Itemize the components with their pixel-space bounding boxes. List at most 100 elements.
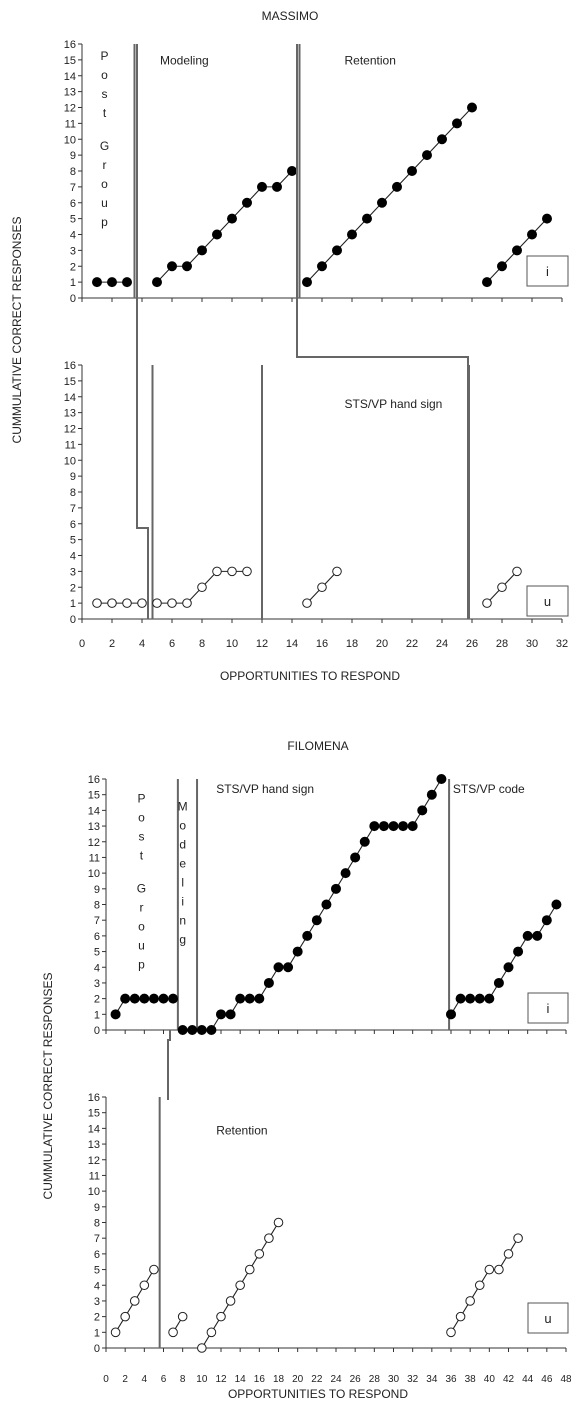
filomena-panel-2-data-point [503,1249,514,1259]
filomena-panel-1-data-point [110,1009,121,1020]
massimo-panel-1-y-tick-label: 10 [64,134,76,146]
filomena-panel-2-data-point [244,1264,255,1275]
massimo-x-tick-label: 16 [316,638,328,650]
massimo-phase-connector [136,44,149,619]
massimo-panel-2-data-point [212,566,222,577]
filomena-panel-1-y-tick-label: 16 [88,774,100,786]
filomena-panel-1-data-point [225,1009,236,1020]
filomena-panel-2-data-point [446,1327,456,1338]
massimo-panel-2-data-point [107,598,117,608]
filomena-panel-2-data-point [273,1217,284,1228]
filomena-panel-1-data-point [350,852,361,863]
massimo-panel-1-y-tick-label: 16 [64,39,76,51]
filomena-panel-1-phase-label-char: s [138,830,144,844]
filomena-panel-1-y-tick-label: 2 [94,994,100,1006]
filomena-panel-1-y-tick-label: 5 [94,947,100,959]
filomena-panel-1-data-point [158,993,169,1004]
filomena-panel-1-y-tick-label: 1 [94,1009,100,1021]
filomena-x-tick-label: 8 [180,1374,186,1385]
filomena-panel-1-y-tick-label: 11 [89,852,100,864]
massimo-panel-1-phase-label-char: s [102,87,108,101]
filomena-x-tick-label: 24 [330,1374,342,1385]
massimo-panel-2-data-point [242,566,252,577]
filomena-panel-1-data-point [369,821,380,832]
filomena-panel-2-data-point [225,1296,236,1306]
massimo-panel-1-data-point [287,166,297,176]
filomena-panel-2-y-tick-label: 2 [94,1312,100,1324]
filomena-panel-2-box [527,1302,569,1334]
massimo-panel-1-data-point [332,245,342,256]
filomena-panel-1-phase-label-char: d [179,837,186,851]
filomena-x-tick-label: 46 [541,1374,553,1385]
massimo-x-tick-label: 10 [226,638,238,650]
massimo-panel-2-data-point [197,582,207,593]
massimo-panel-2-y-tick-label: 13 [64,408,76,420]
filomena-panel-1-y-tick-label: 12 [88,837,100,849]
filomena-panel-1-data-point [388,821,399,832]
massimo-panel-1-data-point [107,277,117,288]
massimo-panel-1-y-tick-label: 3 [70,245,76,257]
massimo-panel-1-data-point [242,197,252,208]
massimo-panel-1-y-tick-label: 15 [64,55,76,67]
filomena-panel-1-y-tick-label: 14 [88,805,100,817]
massimo-x-tick-label: 18 [346,638,358,650]
filomena-panel-1-data-point [426,789,437,800]
massimo-panel-2-y-tick-label: 5 [70,535,76,547]
filomena-chart: 0 2 4 6 8 10 12 14 16 18 20 22 24 26 28 30 32 34 36 38 40 42 4… [88,774,571,1385]
filomena-panel-2-y-tick-label: 0 [94,1343,100,1355]
massimo-panel-2-y-tick-label: 4 [70,551,76,563]
filomena-panel-1: 012345678910111213141516PostGroupModelin… [88,774,569,1037]
filomena-panel-1-data-point [283,962,294,973]
filomena-x-tick-label: 0 [103,1374,109,1385]
filomena-panel-2-y-tick-label: 4 [94,1280,100,1292]
massimo-panel-1-data-point [122,277,132,288]
filomena-panel-1-y-tick-label: 15 [88,790,100,802]
massimo-x-tick-label: 14 [286,638,298,650]
massimo-panel-2-data-point [137,598,147,608]
filomena-panel-2-data-point [474,1280,485,1291]
filomena-panel-1-data-point [484,993,495,1004]
filomena-panel-1-data-point [446,1009,456,1020]
massimo-panel-1-y-tick-label: 2 [70,261,76,273]
filomena-panel-1-data-point [244,993,255,1004]
filomena-panel-1-series-2-line [182,778,442,1031]
filomena-panel-1-phase-label-char: u [138,939,145,953]
filomena-x-tick-label: 6 [161,1374,167,1385]
massimo-panel-2-y-tick-label: 14 [64,392,76,404]
massimo-panel-1-data-point [227,213,237,224]
filomena-panel-1-phase-label-char: P [137,792,145,806]
filomena-panel-2-y-tick-label: 8 [94,1218,100,1230]
filomena-panel-2-data-point [139,1280,150,1291]
massimo-panel-1-data-point [512,245,522,256]
filomena-panel-2-y-tick-label: 13 [88,1139,100,1151]
filomena-panel-1-data-point [522,930,533,941]
filomena-title: FILOMENA [287,739,348,753]
filomena-panel-2-y-tick-label: 10 [88,1186,100,1198]
filomena-panel-1-data-point [513,946,524,957]
filomena-x-tick-label: 20 [292,1374,304,1385]
filomena-panel-1-data-point [493,977,504,988]
filomena-panel-1-data-point [359,836,370,847]
filomena-panel-1-data-point [206,1025,217,1035]
filomena-panel-1-phase-label-char: G [137,882,146,896]
massimo-panel-1-data-point [362,213,372,224]
massimo-title: MASSIMO [262,9,319,23]
filomena-x-tick-label: 12 [215,1374,227,1385]
filomena-panel-2-data-point [120,1311,130,1322]
filomena-panel-1-data-point [436,774,447,784]
filomena-panel-1-phase-label-char: r [139,901,143,915]
filomena-panel-2-data-point [206,1327,217,1338]
massimo-panel-1-data-point [197,245,207,256]
massimo-panel-2-data-point [497,582,507,593]
filomena-panel-1-phase-label-char: o [138,920,145,934]
filomena-x-tick-label: 10 [196,1374,208,1385]
massimo-panel-2-phase-label: STS/VP hand sign [345,397,443,411]
massimo-panel-1-box-label: i [546,264,549,279]
filomena-panel-1-phase-label: STS/VP hand sign [216,782,314,796]
filomena-x-tick-label: 34 [426,1374,438,1385]
filomena-x-tick-label: 38 [465,1374,477,1385]
filomena-panel-2-box-label: u [544,1311,551,1326]
filomena-panel-1-phase-label-char: o [179,818,186,832]
massimo-x-tick-label: 32 [556,638,568,650]
filomena-panel-2-y-tick-label: 11 [89,1170,100,1182]
